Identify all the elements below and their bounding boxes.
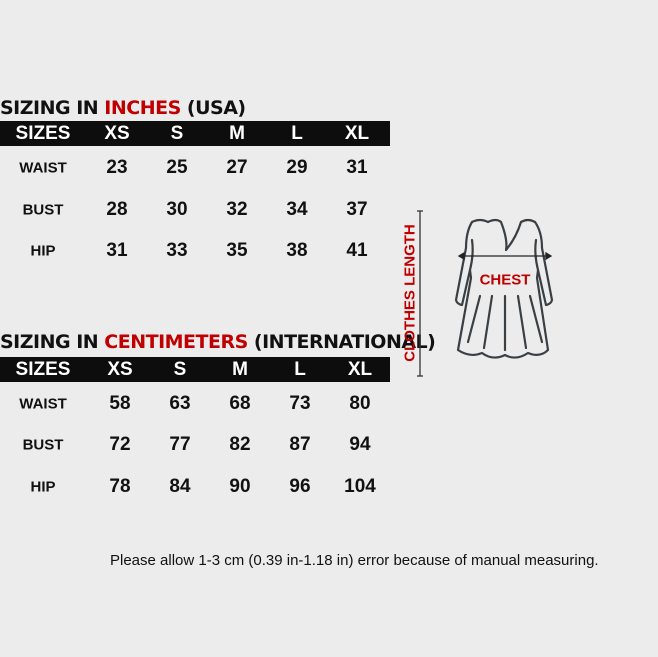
cm-value-cell: 94 [349, 434, 371, 455]
inches-value-cell: 38 [286, 240, 308, 261]
cm-value-cell: 104 [344, 476, 376, 497]
inches-value-cell: 35 [226, 240, 248, 261]
cm-title-suffix: (INTERNATIONAL) [247, 331, 436, 353]
cm-title: SIZING IN CENTIMETERS (INTERNATIONAL) [0, 331, 436, 353]
cm-value-cell: 73 [289, 393, 311, 414]
cm-value-cell: 84 [169, 476, 191, 497]
cm-value-cell: 78 [109, 476, 131, 497]
inches-title: SIZING IN INCHES (USA) [0, 97, 246, 119]
inches-row-label: HIP [30, 242, 56, 260]
inches-header-m: M [229, 123, 245, 144]
inches-row-label: BUST [22, 201, 64, 219]
cm-row-label: HIP [30, 478, 56, 496]
cm-header-bar [0, 357, 390, 382]
cm-header-s: S [173, 359, 187, 380]
inches-value-cell: 31 [106, 240, 128, 261]
inches-header-s: S [170, 123, 184, 144]
inches-value-cell: 30 [166, 199, 188, 220]
inches-value-cell: 29 [286, 157, 308, 178]
cm-title-highlight: CENTIMETERS [104, 331, 248, 353]
inches-header-xs: XS [104, 123, 130, 144]
inches-value-cell: 27 [226, 157, 248, 178]
inches-title-suffix: (USA) [180, 97, 246, 119]
cm-value-cell: 77 [169, 434, 191, 455]
inches-header-bar [0, 121, 390, 146]
cm-header-m: M [232, 359, 248, 380]
cm-row-label: BUST [22, 436, 64, 454]
cm-value-cell: 58 [109, 393, 131, 414]
inches-value-cell: 31 [346, 157, 368, 178]
inches-header-sizes: SIZES [15, 123, 71, 144]
cm-title-prefix: SIZING IN [0, 331, 105, 353]
cm-value-cell: 96 [289, 476, 311, 497]
inches-value-cell: 33 [166, 240, 188, 261]
cm-value-cell: 82 [229, 434, 251, 455]
cm-value-cell: 90 [229, 476, 251, 497]
cm-value-cell: 68 [229, 393, 251, 414]
inches-value-cell: 37 [346, 199, 368, 220]
inches-header-xl: XL [344, 123, 370, 144]
clothes-length-label: CLOTHES LENGTH [401, 224, 419, 362]
inches-value-cell: 25 [166, 157, 188, 178]
cm-header-sizes: SIZES [15, 359, 71, 380]
cm-value-cell: 80 [349, 393, 371, 414]
inches-title-highlight: INCHES [104, 97, 181, 119]
cm-value-cell: 63 [169, 393, 191, 414]
measurement-note: Please allow 1-3 cm (0.39 in-1.18 in) er… [110, 552, 599, 569]
cm-header-l: L [294, 359, 306, 380]
cm-value-cell: 87 [289, 434, 311, 455]
inches-row-label: WAIST [19, 159, 67, 177]
inches-header-l: L [291, 123, 303, 144]
inches-value-cell: 41 [346, 240, 368, 261]
inches-value-cell: 23 [106, 157, 128, 178]
chest-label: CHEST [479, 271, 531, 289]
cm-value-cell: 72 [109, 434, 131, 455]
chest-arrow [457, 251, 553, 261]
cm-header-xs: XS [107, 359, 133, 380]
inches-value-cell: 32 [226, 199, 248, 220]
inches-value-cell: 28 [106, 199, 128, 220]
cm-row-label: WAIST [19, 395, 67, 413]
cm-header-xl: XL [347, 359, 373, 380]
inches-value-cell: 34 [286, 199, 308, 220]
inches-title-prefix: SIZING IN [0, 97, 105, 119]
